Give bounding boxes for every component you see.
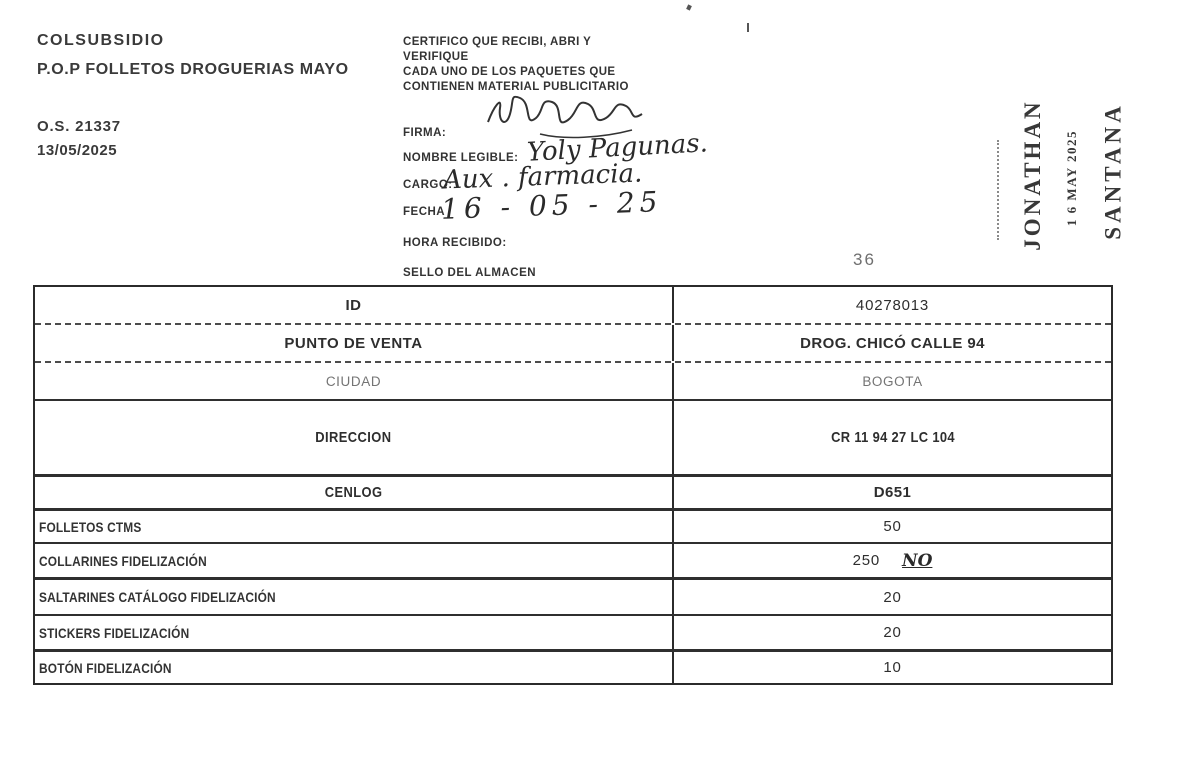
table-row-direccion: DIRECCION CR 11 94 27 LC 104 <box>35 401 1111 477</box>
stamp-name-first: JONATHAN <box>1020 99 1045 251</box>
row-label: PUNTO DE VENTA <box>284 334 423 352</box>
field-label-nombre-legible: NOMBRE LEGIBLE: <box>403 152 519 164</box>
row-value: 40278013 <box>855 296 930 314</box>
row-label: CENLOG <box>324 484 383 501</box>
stamp-name-last: SANTANA <box>1100 102 1126 240</box>
stamp-edge-dots <box>997 140 999 240</box>
row-label: BOTÓN FIDELIZACIÓN <box>39 659 172 676</box>
table-row-id: ID 40278013 <box>35 287 1111 325</box>
row-value: CR 11 94 27 LC 104 <box>830 429 955 446</box>
order-date: 13/05/2025 <box>37 142 118 159</box>
table-row-ciudad: CIUDAD BOGOTA <box>35 363 1111 401</box>
row-value: 50 <box>883 518 902 535</box>
table-row-folletos: FOLLETOS CTMS 50 <box>35 511 1111 544</box>
table-row-stickers: STICKERS FIDELIZACIÓN 20 <box>35 616 1111 652</box>
field-label-cargo: CARGO: <box>403 179 453 191</box>
row-value: 20 <box>883 624 902 641</box>
row-label: CIUDAD <box>325 373 382 389</box>
row-value: D651 <box>873 484 912 501</box>
row-value: 250 <box>852 552 881 569</box>
row-label: SALTARINES CATÁLOGO FIDELIZACIÓN <box>39 589 276 605</box>
stamp-date: 1 6 MAY 2025 <box>1064 129 1079 227</box>
company-name: COLSUBSIDIO <box>37 32 165 49</box>
order-number: O.S. 21337 <box>37 118 121 135</box>
row-value: DROG. CHICÓ CALLE 94 <box>800 334 985 352</box>
scan-speck <box>686 4 692 11</box>
handwritten-annotation: NO <box>902 550 933 571</box>
faint-number: 36 <box>853 250 876 269</box>
certification-line: CADA UNO DE LOS PAQUETES QUE <box>403 66 616 78</box>
table-row-punto-de-venta: PUNTO DE VENTA DROG. CHICÓ CALLE 94 <box>35 325 1111 363</box>
campaign-title: P.O.P FOLLETOS DROGUERIAS MAYO <box>37 61 349 78</box>
table-row-cenlog: CENLOG D651 <box>35 477 1111 511</box>
row-label: DIRECCION <box>315 429 392 446</box>
handwritten-date: 16 - 05 - 25 <box>440 185 663 226</box>
row-value: BOGOTA <box>862 373 923 389</box>
certification-line: CONTIENEN MATERIAL PUBLICITARIO <box>403 81 629 93</box>
field-label-fecha: FECHA <box>403 206 446 218</box>
row-label: STICKERS FIDELIZACIÓN <box>39 624 190 641</box>
field-label-firma: FIRMA: <box>403 127 447 139</box>
scan-speck <box>747 23 749 32</box>
delivery-info-table: ID 40278013 PUNTO DE VENTA DROG. CHICÓ C… <box>33 285 1113 685</box>
row-value: 10 <box>883 659 902 676</box>
row-label: FOLLETOS CTMS <box>39 518 142 535</box>
certification-line: CERTIFICO QUE RECIBI, ABRI Y <box>403 36 592 48</box>
field-label-sello-almacen: SELLO DEL ALMACEN <box>403 267 537 279</box>
row-label: ID <box>345 296 362 314</box>
row-label: COLLARINES FIDELIZACIÓN <box>39 552 207 569</box>
certification-line: VERIFIQUE <box>403 51 469 63</box>
table-row-saltarines: SALTARINES CATÁLOGO FIDELIZACIÓN 20 <box>35 580 1111 616</box>
table-row-collarines: COLLARINES FIDELIZACIÓN 250 NO <box>35 544 1111 580</box>
table-row-boton: BOTÓN FIDELIZACIÓN 10 <box>35 652 1111 683</box>
signature-scribble <box>487 95 643 139</box>
row-value: 20 <box>883 588 902 606</box>
field-label-hora-recibido: HORA RECIBIDO: <box>403 237 507 249</box>
